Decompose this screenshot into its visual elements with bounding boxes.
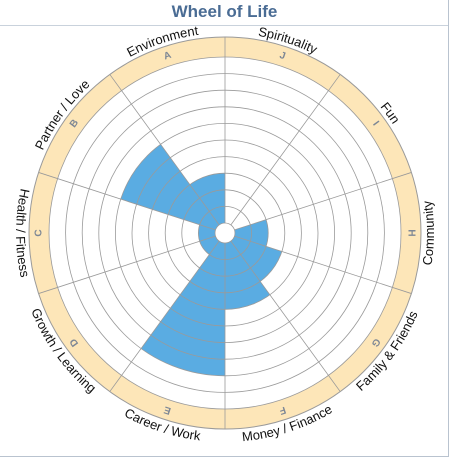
chart-title: Wheel of Life <box>171 2 278 21</box>
spoke <box>38 172 216 231</box>
segment-letter-a: A <box>162 50 172 63</box>
category-label-c: Health / Fitness <box>13 188 33 279</box>
segment-letter-i: I <box>370 119 381 128</box>
segment-letter-e: E <box>162 404 172 417</box>
segment-letter-f: F <box>278 404 287 416</box>
spoke <box>234 172 412 231</box>
wedge-a <box>189 173 225 225</box>
segment-letter-h: H <box>406 229 417 236</box>
spokes <box>38 37 412 429</box>
segment-letter-c: C <box>34 229 45 236</box>
spoke <box>109 74 220 226</box>
spoke <box>38 235 216 294</box>
category-label-h: Community <box>419 199 436 266</box>
spoke <box>230 240 341 392</box>
grid-circle <box>214 222 236 244</box>
wedge-f <box>225 241 270 310</box>
spoke <box>230 74 341 226</box>
title-divider <box>0 25 448 26</box>
spoke <box>234 235 412 294</box>
segment-letter-j: J <box>278 50 287 62</box>
wedge-b <box>120 144 220 230</box>
spoke <box>109 240 220 392</box>
value-wedges <box>120 144 282 376</box>
